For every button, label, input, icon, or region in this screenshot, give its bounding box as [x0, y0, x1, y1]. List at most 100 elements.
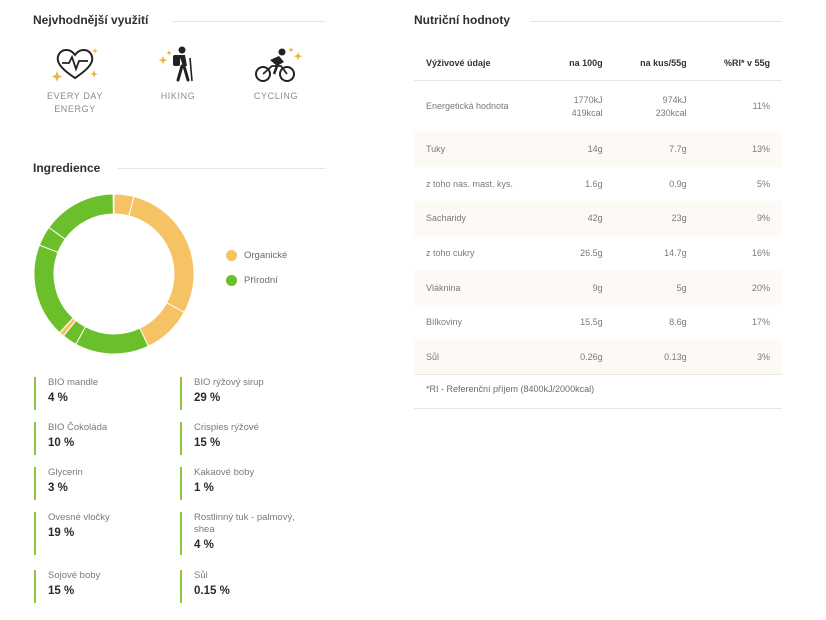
ingredient-name: BIO mandle [48, 377, 99, 388]
nutrient-name: z toho cukry [426, 248, 475, 259]
usage-label: HIKING [160, 91, 196, 101]
ingredient-name: Ovesné vločky [48, 512, 110, 523]
per-100g-kcal: 419kcal [571, 107, 603, 118]
donut-slice-ovesne-vlocky [33, 244, 74, 334]
ingredient-percent: 4 % [48, 392, 68, 404]
table-row: Bílkoviny 15.5g 8.6g 17% [414, 305, 782, 340]
nutrient-name: Vláknina [414, 270, 547, 305]
legend-swatch-organic [226, 250, 237, 261]
per-100g-value: 0.26g [546, 339, 615, 375]
nutrition-table: Výživové údaje na 100g na kus/55g %RI* v… [414, 46, 782, 375]
usage-title-divider [172, 21, 325, 22]
nutrition-title: Nutriční hodnoty [414, 13, 510, 27]
heart-pulse-icon [51, 48, 98, 82]
ingredient-percent: 4 % [194, 539, 214, 551]
usage-label: EVERY DAY [47, 91, 103, 101]
ingredient-percent: 1 % [194, 482, 214, 494]
per-100g-cell: 1770kJ 419kcal [546, 80, 614, 132]
ingredient-percent: 3 % [48, 482, 68, 494]
nutrition-header-row: Výživové údaje na 100g na kus/55g %RI* v… [414, 46, 782, 81]
donut-slice-bio-ryzovy-sirup [128, 195, 195, 314]
per-piece-kj: 974kJ [662, 94, 687, 105]
per-100g-value: 15.5g [580, 317, 603, 328]
col-header-ri: %RI* v 55g [698, 46, 782, 81]
per-piece-value: 7.7g [614, 132, 699, 167]
per-piece-value: 5g [614, 270, 699, 305]
ingredient-name: Crispies rýžové [194, 422, 259, 433]
ingredient-name: BIO Čokoláda [48, 422, 108, 433]
ingredient-percent: 15 % [48, 585, 75, 597]
nutrient-name: Tuky [414, 132, 547, 167]
ingredient-name: Glycerin [48, 467, 83, 478]
per-100g-value: 1.6g [585, 178, 603, 189]
per-piece-value: 0.9g [669, 178, 687, 189]
usage-label-line2: ENERGY [54, 104, 96, 114]
table-row: Sacharidy 42g 23g 9% [414, 201, 782, 236]
usage-title: Nejvhodnější využití [33, 13, 149, 27]
donut-slice-sul [112, 193, 115, 215]
per-100g-value: 42g [546, 201, 615, 236]
ingredient-item: Kakaové boby 1 % [180, 467, 254, 500]
nutrient-name: Bílkoviny [426, 317, 463, 328]
legend-label: Organické [244, 250, 288, 261]
ri-value: 3% [698, 339, 782, 375]
nutrient-name: Energetická hodnota [426, 101, 509, 112]
ri-value: 9% [698, 201, 782, 236]
table-row: Energetická hodnota 1770kJ 419kcal 974kJ… [414, 80, 782, 132]
nutrient-name: z toho nas. mast. kys. [426, 178, 514, 189]
ri-value: 17% [751, 317, 770, 328]
per-100g-value: 14g [546, 132, 615, 167]
nutrient-name: Sůl [414, 339, 547, 375]
table-row: z toho cukry 26.5g 14.7g 16% [414, 236, 782, 271]
ingredient-name: Sůl [194, 570, 208, 581]
ri-value: 11% [752, 101, 770, 112]
per-piece-cell: 974kJ 230kcal [615, 80, 699, 132]
table-row: Sůl 0.26g 0.13g 3% [414, 339, 782, 375]
legend-swatch-natural [226, 275, 237, 286]
usage-item-hiking: HIKING [133, 44, 223, 103]
ingredient-item: Sojové boby 15 % [34, 570, 100, 603]
donut-slice-bio-cokolada [139, 302, 185, 347]
ingredient-name-line2: shea [194, 524, 215, 535]
ingredient-name: Kakaové boby [194, 467, 255, 478]
ingredients-donut-chart [33, 193, 195, 355]
per-100g-kj: 1770kJ [573, 94, 603, 105]
ingredient-name: Sojové boby [48, 570, 101, 581]
legend-item-organic: Organické [226, 250, 287, 261]
ri-value: 20% [698, 270, 782, 305]
usage-label: CYCLING [253, 91, 299, 101]
ingredient-name: Rostlinný tuk - palmový, [194, 512, 295, 523]
per-piece-value: 0.13g [614, 339, 699, 375]
col-header-per-100g: na 100g [546, 46, 615, 81]
ingredient-item: Ovesné vločky 19 % [34, 512, 110, 555]
ingredient-percent: 15 % [194, 437, 221, 449]
per-piece-value: 23g [614, 201, 699, 236]
usage-item-cycling: CYCLING [231, 44, 321, 103]
ingredient-item: BIO Čokoláda 10 % [34, 422, 107, 455]
donut-slice-sojove-boby [48, 193, 114, 240]
nutrition-title-divider [530, 21, 782, 22]
donut-slice-crispies-ryzove [75, 326, 150, 355]
per-100g-value: 9g [546, 270, 615, 305]
ri-value: 5% [756, 178, 770, 189]
per-piece-value: 14.7g [664, 248, 687, 259]
table-row: Tuky 14g 7.7g 13% [414, 132, 782, 167]
ingredient-name: BIO rýžový sirup [194, 377, 264, 388]
ingredients-title: Ingredience [33, 161, 101, 175]
cyclist-icon [255, 47, 303, 82]
legend-label: Přírodní [244, 275, 278, 286]
usage-item-everyday-energy: EVERY DAY ENERGY [30, 44, 120, 116]
ingredient-item: Sůl 0.15 % [180, 570, 230, 603]
table-row: z toho nas. mast. kys. 1.6g 0.9g 5% [414, 167, 782, 202]
hiker-icon [158, 46, 193, 82]
ingredients-title-divider [118, 168, 325, 169]
table-row: Vláknina 9g 5g 20% [414, 270, 782, 305]
ingredient-percent: 29 % [194, 392, 221, 404]
ingredient-item: Rostlinný tuk - palmový, shea 4 % [180, 512, 295, 555]
per-piece-value: 8.6g [669, 317, 687, 328]
per-piece-kcal: 230kcal [655, 107, 687, 118]
nutrient-name: Sacharidy [414, 201, 547, 236]
ingredient-item: BIO mandle 4 % [34, 377, 98, 410]
ingredient-percent: 19 % [48, 527, 75, 539]
legend-item-natural: Přírodní [226, 275, 278, 286]
